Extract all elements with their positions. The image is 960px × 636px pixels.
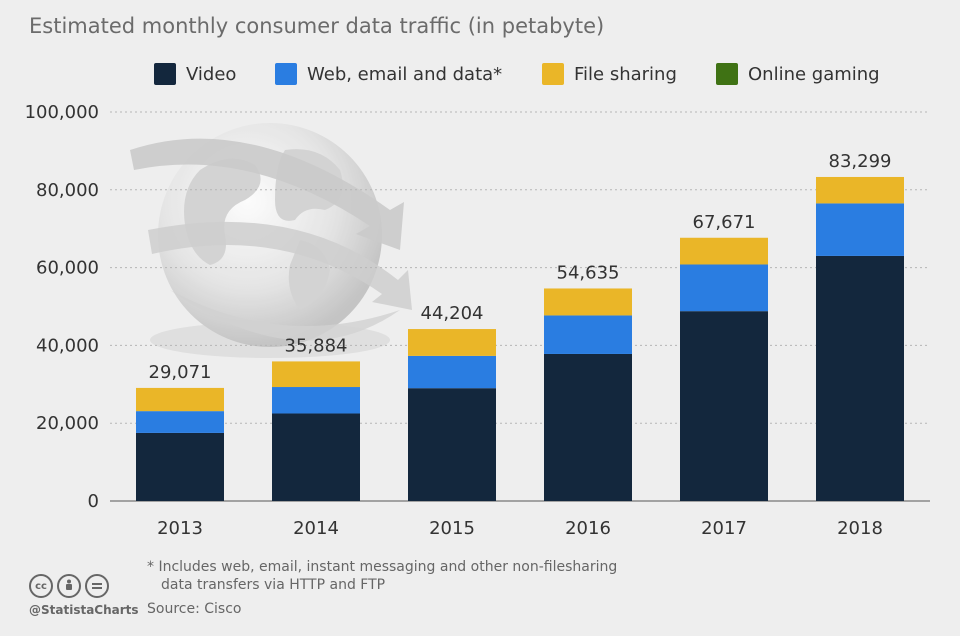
bar-total-label: 54,635 [557, 262, 620, 283]
y-tick-label: 20,000 [36, 413, 99, 434]
bar-segment-web-email-and-data [544, 315, 632, 354]
globe-illustration [130, 123, 412, 358]
attribution-icon [57, 574, 81, 598]
bar-segment-video [680, 311, 768, 501]
legend-item-file-sharing[interactable]: File sharing [542, 62, 677, 86]
bar-segment-file-sharing [680, 237, 768, 265]
chart-plot-area: 0 20,000 40,000 60,000 80,000 100,000 29,071 20… [25, 102, 930, 539]
bar-total-label: 83,299 [829, 151, 892, 172]
footnote-line-2: data transfers via HTTP and FTP [161, 577, 386, 593]
bar-segment-video [272, 413, 360, 501]
bar-total-label: 67,671 [693, 212, 756, 233]
bar-total-label: 35,884 [285, 335, 348, 356]
legend-item-online-gaming[interactable]: Online gaming [716, 62, 880, 86]
statista-handle[interactable]: @StatistaCharts [29, 603, 139, 617]
y-tick-label: 100,000 [25, 102, 99, 123]
bar-segment-web-email-and-data [272, 387, 360, 414]
footnote: * Includes web, email, instant messaging… [147, 558, 667, 594]
chart-title: Estimated monthly consumer data traffic … [29, 14, 605, 38]
legend-label-file-sharing: File sharing [574, 63, 677, 85]
legend-swatch-video [154, 63, 176, 85]
bar-segment-web-email-and-data [136, 411, 224, 433]
bar-segment-web-email-and-data [680, 264, 768, 312]
bar-segment-video [816, 255, 904, 501]
bar-segment-video [136, 432, 224, 501]
bar-segment-web-email-and-data [408, 355, 496, 389]
cc-icon: cc [29, 574, 53, 598]
bar-segment-file-sharing [136, 387, 224, 412]
bar-segment-file-sharing [272, 361, 360, 388]
legend-label-web-email-data: Web, email and data* [307, 63, 503, 85]
x-tick-label: 2014 [293, 518, 339, 539]
x-tick-label: 2017 [701, 518, 747, 539]
bar-segment-web-email-and-data [816, 203, 904, 256]
bar-segment-video [544, 353, 632, 501]
bar-segment-file-sharing [544, 288, 632, 316]
source-label: Source: Cisco [147, 601, 242, 617]
legend-swatch-online-gaming [716, 63, 738, 85]
bar-total-label: 29,071 [149, 362, 212, 383]
legend-swatch-file-sharing [542, 63, 564, 85]
legend: Video Web, email and data* File sharing … [0, 62, 960, 86]
bar-segment-file-sharing [816, 176, 904, 204]
y-tick-label: 80,000 [36, 180, 99, 201]
legend-swatch-web-email-data [275, 63, 297, 85]
bar-segment-video [408, 388, 496, 501]
y-tick-label: 40,000 [36, 335, 99, 356]
y-tick-label: 60,000 [36, 258, 99, 279]
x-tick-label: 2015 [429, 518, 475, 539]
x-tick-label: 2016 [565, 518, 611, 539]
y-tick-label: 0 [88, 491, 99, 512]
legend-item-web-email-data[interactable]: Web, email and data* [275, 62, 502, 86]
no-derivatives-icon [85, 574, 109, 598]
bar-segment-file-sharing [408, 329, 496, 356]
legend-label-video: Video [186, 63, 237, 85]
footnote-line-1: * Includes web, email, instant messaging… [147, 559, 618, 575]
x-tick-label: 2013 [157, 518, 203, 539]
bar-total-label: 44,204 [421, 303, 484, 324]
x-tick-label: 2018 [837, 518, 883, 539]
legend-item-video[interactable]: Video [154, 62, 236, 86]
legend-label-online-gaming: Online gaming [748, 63, 880, 85]
license-icons[interactable]: cc [29, 574, 109, 598]
